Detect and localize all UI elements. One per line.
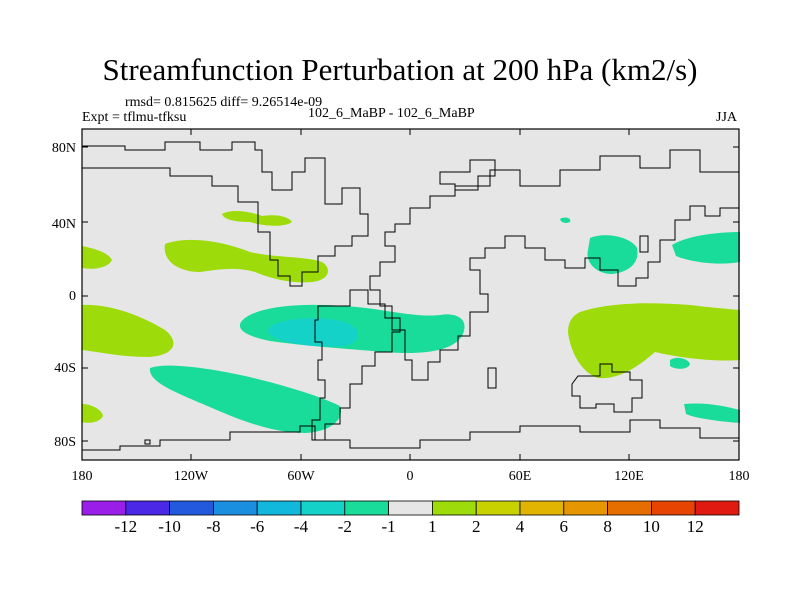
lon-label-60e: 60E (509, 469, 532, 484)
colorbar (81, 500, 740, 516)
comparison-label: 102_6_MaBP - 102_6_MaBP (308, 106, 475, 121)
lon-label-60w: 60W (287, 469, 315, 484)
colorbar-swatch (607, 500, 652, 516)
lon-label-120w: 120W (174, 469, 209, 484)
axis-ticks (81, 129, 740, 460)
colorbar-swatch (694, 500, 740, 516)
antarctica-coast (82, 419, 739, 451)
eurasia-africa-coast (369, 149, 740, 381)
small-north-negative-region (560, 217, 571, 223)
colorbar-swatch (300, 500, 346, 516)
india-ocean-negative-region (670, 357, 690, 369)
colorbar-label: 8 (603, 517, 612, 536)
colorbar-label: -4 (294, 517, 309, 536)
plot-title: Streamfunction Perturbation at 200 hPa (… (102, 52, 698, 87)
positive-anomaly-fills (82, 210, 740, 423)
south-pacific-positive-region (82, 404, 103, 423)
australia-coast (571, 363, 643, 413)
colorbar-label: -1 (382, 517, 396, 536)
colorbar-label: 1 (428, 517, 437, 536)
latitude-labels: 80N 40N 0 40S 80S (52, 141, 76, 450)
colorbar-label: 12 (687, 517, 704, 536)
north-pacific-positive-region (82, 246, 112, 269)
colorbar-label: 6 (560, 517, 569, 536)
lat-label-40s: 40S (54, 361, 76, 376)
colorbar-swatch (81, 500, 127, 516)
experiment-label: Expt = tflmu-tfksu (82, 110, 187, 125)
colorbar-swatch (563, 500, 608, 516)
north-pacific-negative-region (672, 232, 740, 264)
tropical-east-pacific-positive-region (82, 304, 174, 357)
colorbar-swatch (125, 500, 171, 516)
lat-label-80n: 80N (52, 141, 76, 156)
north-america-positive-region (164, 239, 328, 283)
colorbar-swatch (212, 500, 258, 516)
colorbar-swatch (431, 500, 477, 516)
north-america-coast (82, 141, 369, 287)
colorbar-swatch (388, 500, 433, 516)
colorbar-swatch (475, 500, 521, 516)
colorbar-label: 4 (516, 517, 525, 536)
longitude-labels: 180 120W 60W 0 60E 120E 180 (72, 469, 750, 484)
lon-label-180e: 180 (729, 469, 750, 484)
south-america-coast (311, 289, 401, 441)
lat-label-40n: 40N (52, 217, 76, 232)
southeast-pacific-negative-region (684, 403, 740, 423)
map-background (82, 129, 739, 460)
lon-label-120e: 120E (614, 469, 644, 484)
south-pacific-negative-region (149, 365, 342, 433)
season-label: JJA (716, 110, 738, 125)
japan-coast (639, 235, 649, 253)
colorbar-label: -10 (158, 517, 181, 536)
colorbar-label: -12 (114, 517, 137, 536)
lon-label-180w: 180 (72, 469, 93, 484)
colorbar-label: -6 (250, 517, 264, 536)
colorbar-label: 2 (472, 517, 481, 536)
madagascar-coast (487, 367, 497, 389)
lon-label-0: 0 (407, 469, 414, 484)
colorbar-swatch (256, 500, 302, 516)
lat-label-80s: 80S (54, 435, 76, 450)
colorbar-label: 10 (643, 517, 660, 536)
west-pacific-positive-region (568, 303, 740, 379)
colorbar-label: -2 (338, 517, 352, 536)
colorbar-swatch (169, 500, 214, 516)
coastlines (82, 141, 740, 451)
colorbar-labels: -12 -10 -8 -6 -4 -2 -1 1 2 4 6 8 10 12 (114, 517, 703, 536)
south-atlantic-core-region (267, 318, 359, 347)
colorbar-swatch (344, 500, 389, 516)
colorbar-swatch (519, 500, 565, 516)
small-island-1 (144, 439, 151, 445)
greenland-coast (439, 159, 496, 191)
lat-label-0: 0 (69, 289, 76, 304)
colorbar-label: -8 (206, 517, 220, 536)
northeast-pacific-positive-region (222, 210, 292, 226)
colorbar-swatch (651, 500, 696, 516)
stats-text: rmsd= 0.815625 diff= 9.26514e-09 (125, 95, 323, 110)
